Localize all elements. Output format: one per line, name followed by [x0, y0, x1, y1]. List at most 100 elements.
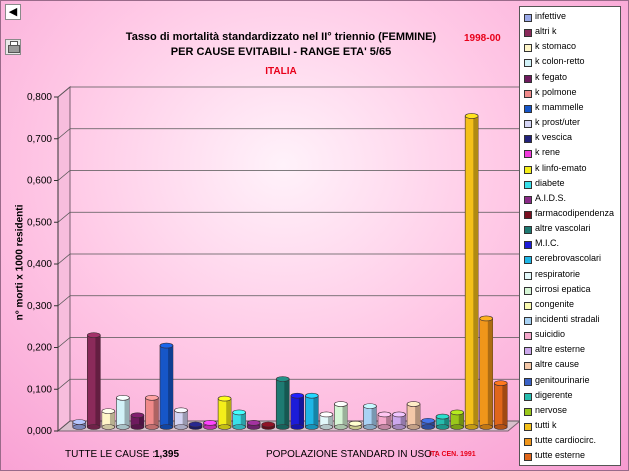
legend-label: tutti k	[535, 420, 557, 431]
y-tick-label: 0,500	[27, 217, 52, 228]
chart-legend: infettive altri k k stomaco k colon-retto k …	[519, 6, 621, 466]
legend-swatch	[524, 89, 532, 98]
legend-swatch	[524, 226, 532, 235]
legend-swatch	[524, 453, 532, 462]
legend-swatch	[524, 120, 532, 129]
bar-bottom	[116, 424, 130, 430]
legend-swatch	[524, 332, 532, 341]
bar-digerente	[435, 413, 450, 430]
legend-swatch	[524, 256, 532, 265]
bar-bottom	[232, 424, 246, 430]
bar-k-linfo-emato	[217, 395, 232, 430]
bar-k-colon-retto	[116, 394, 130, 430]
bar-shade	[458, 412, 464, 427]
legend-label: infettive	[535, 11, 567, 21]
bar-k-mammelle	[159, 342, 174, 430]
bar-top	[72, 419, 87, 425]
grid-diagonal	[57, 253, 71, 265]
bar-k-prost-uter	[174, 407, 188, 430]
bar-a-i-d-s-	[246, 420, 261, 430]
bar-top	[348, 420, 363, 427]
bar-top	[145, 394, 159, 401]
bar-m-i-c-	[290, 392, 305, 430]
legend-label: k mammelle	[535, 101, 584, 112]
bar-bottom	[435, 424, 450, 430]
bar-top	[464, 113, 479, 119]
bar-top	[290, 392, 305, 399]
legend-swatch	[524, 210, 532, 219]
legend-swatch	[524, 74, 532, 83]
legend-item: altre cause	[523, 358, 621, 374]
legend-label: genitourinarie	[535, 374, 590, 385]
bar-shade	[473, 115, 479, 428]
bar-tutte-esterne	[493, 380, 508, 430]
printer-icon[interactable]	[5, 39, 21, 55]
bar-genitourinarie	[421, 417, 435, 430]
legend-label: k colon-retto	[535, 56, 585, 67]
legend-item: k polmone	[523, 86, 621, 102]
bar-altri-k	[87, 332, 101, 430]
bar-altre-cause	[406, 401, 421, 430]
bar-bottom	[87, 424, 101, 430]
legend-item: farmacodipendenza	[523, 207, 621, 223]
legend-swatch	[524, 29, 532, 38]
region-label: ITALIA	[265, 66, 297, 77]
legend-label: k rene	[535, 147, 561, 158]
legend-label: k prost/uter	[535, 117, 581, 128]
bar-top	[493, 380, 508, 386]
bar-shade	[502, 383, 508, 427]
bar-shade	[168, 345, 173, 427]
legend-item: k stomaco	[523, 40, 621, 56]
grid-diagonal	[57, 128, 71, 140]
legend-label: M.I.C.	[535, 238, 559, 249]
legend-label: suicidio	[535, 329, 566, 340]
bar-farmacodipendenza	[261, 421, 276, 430]
bar-tutti-k	[464, 113, 479, 430]
legend-item: altre esterne	[523, 343, 621, 359]
bar-top	[87, 332, 101, 338]
bar-nervose	[450, 409, 464, 430]
bar-bottom	[72, 424, 87, 430]
all-causes-label: TUTTE LE CAUSE :	[65, 449, 156, 460]
bar-top	[174, 407, 188, 414]
bar-top	[101, 408, 116, 414]
bar-shade	[109, 411, 115, 427]
bar-altre-vascolari	[275, 376, 290, 430]
bar-tutte-cardiocirc-	[479, 315, 494, 430]
legend-swatch	[524, 59, 532, 68]
bar-bottom	[101, 424, 116, 430]
legend-label: farmacodipendenza	[535, 207, 615, 218]
period-label: 1998-00	[464, 33, 501, 44]
bar-top	[130, 412, 145, 419]
grid-diagonal	[57, 420, 71, 432]
legend-label: cerebrovascolari	[535, 253, 602, 264]
grid-diagonal	[57, 337, 71, 348]
grid-diagonal	[57, 86, 71, 98]
y-tick-label: 0,000	[27, 426, 52, 437]
back-icon[interactable]: ◀	[5, 4, 21, 20]
bar-top	[159, 342, 174, 349]
legend-swatch	[524, 135, 532, 144]
legend-item: suicidio	[523, 328, 621, 344]
bar-shade	[386, 414, 391, 427]
legend-item: tutte cardiocirc.	[523, 434, 621, 450]
legend-item: cirrosi epatica	[523, 283, 621, 299]
legend-swatch	[524, 286, 532, 295]
y-tick-label: 0,600	[27, 176, 52, 187]
y-tick-label: 0,200	[27, 343, 52, 354]
bar-bottom	[406, 424, 421, 430]
legend-item: tutte esterne	[523, 449, 621, 465]
legend-item: k fegato	[523, 71, 621, 87]
bar-k-fegato	[130, 412, 145, 430]
legend-item: k mammelle	[523, 101, 621, 117]
legend-item: congenite	[523, 298, 621, 314]
bar-top	[261, 421, 276, 428]
y-tick-label: 0,700	[27, 134, 52, 145]
bar-bottom	[377, 424, 392, 430]
bar-congenite	[348, 420, 363, 430]
legend-swatch	[524, 14, 532, 22]
legend-swatch	[524, 362, 532, 371]
bar-top	[450, 409, 464, 416]
bar-bottom	[159, 424, 174, 430]
